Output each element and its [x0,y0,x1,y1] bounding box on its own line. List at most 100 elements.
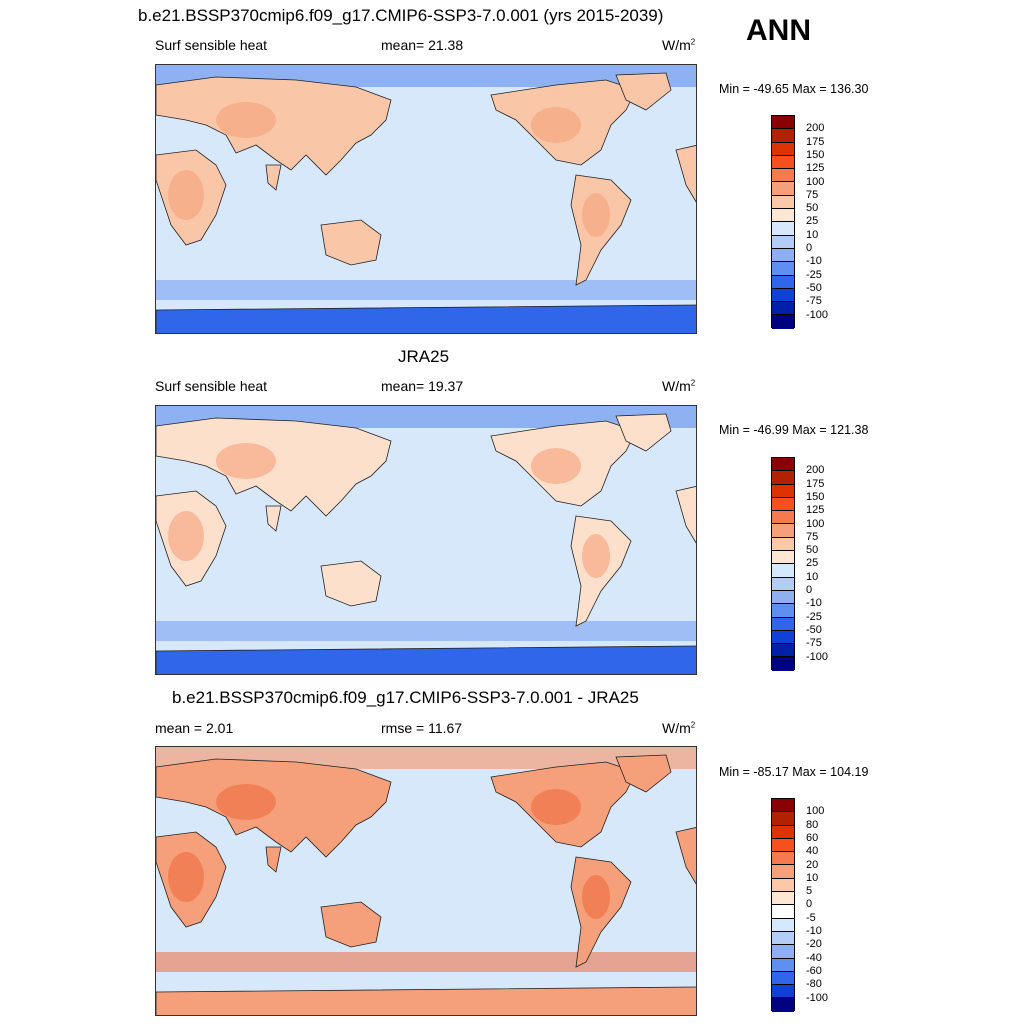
panel-2-minmax: Min = -46.99 Max = 121.38 [719,423,869,437]
colorbar-cell [772,644,794,658]
colorbar-tick-label: -40 [806,951,822,964]
colorbar-cell [772,657,794,671]
continent-land [265,164,282,191]
colorbar-cell [772,235,794,249]
colorbar-cell [772,604,794,618]
panel-1-map [155,64,697,334]
southern-ocean-band [156,280,696,300]
colorbar-tick-label: -10 [806,597,822,610]
colorbar-tick-label: 25 [806,557,819,570]
colorbar-cell [772,577,794,591]
panel-2-variable-label: Surf sensible heat [155,378,268,394]
antarctica-land [156,304,696,333]
panel-3-minmax: Min = -85.17 Max = 104.19 [719,765,869,779]
continent-land [675,827,696,885]
colorbar-tick-label: 175 [806,477,825,490]
panel-1-minmax: Min = -49.65 Max = 136.30 [719,82,869,96]
warm-anomaly-patch [216,784,276,820]
continent-land [320,560,382,607]
warm-anomaly-patch [531,448,581,484]
season-label: ANN [746,14,811,47]
colorbar-cell [772,878,794,893]
colorbar-cell [772,511,794,525]
warm-anomaly-patch [531,107,581,143]
colorbar-cell [772,945,794,959]
colorbar-tick-label: -100 [806,650,829,663]
colorbar-cell [772,971,794,986]
southern-ocean-band [156,621,696,641]
colorbar-tick-label: -20 [806,938,822,951]
panel-1-mean-label: mean= 21.38 [381,37,464,53]
colorbar-tick-label: 0 [806,898,813,911]
colorbar-cell [772,998,794,1012]
colorbar-tick-label: 5 [806,885,813,898]
warm-anomaly-patch [168,170,204,220]
colorbar-tick-label: -25 [806,610,822,623]
colorbar-tick-label: -10 [806,925,822,937]
colorbar-tick-label: 20 [806,858,819,871]
colorbar-tick-label: 10 [806,871,819,884]
colorbar-tick-label: 0 [806,242,813,254]
panel-3-title: b.e21.BSSP370cmip6.f09_g17.CMIP6-SSP3-7.… [172,688,639,707]
colorbar-cell [772,497,794,512]
warm-anomaly-patch [168,511,204,561]
colorbar-tick-label: 175 [806,135,825,148]
panel-2-mean-label: mean= 19.37 [381,378,464,394]
warm-anomaly-patch [216,443,276,479]
colorbar-tick-label: 50 [806,202,819,215]
colorbar-tick-label: 125 [806,504,825,517]
panel-1-units: W/m2 [662,37,696,53]
colorbar-tick-label: 60 [806,831,819,844]
colorbar-tick-label: 100 [806,517,825,530]
colorbar-tick-label: -25 [806,268,822,281]
panel-2-units: W/m2 [662,378,696,394]
panel-1-variable-label: Surf sensible heat [155,37,268,53]
colorbar-tick-label: 100 [806,175,825,188]
continent-land [675,486,696,544]
colorbar-cell [772,905,794,919]
colorbar-cell [772,169,794,183]
colorbar-cell [772,551,794,565]
colorbar-tick-label: 25 [806,215,819,228]
panel-3-units: W/m2 [662,720,696,736]
warm-anomaly-patch [216,102,276,138]
continent-land [265,505,282,532]
panel-2-map [155,405,697,675]
continent-land [265,846,282,873]
colorbar-tick-label: 125 [806,162,825,175]
colorbar-tick-label: 75 [806,188,819,201]
colorbar-cell [772,155,794,170]
warm-anomaly-patch [582,193,610,237]
warm-anomaly-patch [582,534,610,578]
colorbar-tick-label: -100 [806,308,829,321]
panel-1-colorbar [771,115,795,329]
antarctica-land [156,645,696,674]
colorbar-cell [772,630,794,645]
continent-land [615,754,672,793]
colorbar-tick-label: 10 [806,570,819,583]
colorbar-cell [772,812,794,826]
continent-land [320,219,382,266]
colorbar-tick-label: 100 [806,805,825,818]
colorbar-cell [772,288,794,303]
southern-ocean-band [156,952,696,972]
colorbar-tick-label: -5 [806,911,816,924]
continent-land [675,145,696,203]
colorbar-cell [772,838,794,853]
colorbar-tick-label: -80 [806,978,822,991]
colorbar-tick-label: -10 [806,255,822,268]
warm-anomaly-patch [531,789,581,825]
colorbar-cell [772,892,794,906]
panel-2-colorbar [771,457,795,671]
colorbar-tick-label: 200 [806,122,825,135]
colorbar-cell [772,129,794,143]
panel-3-map [155,746,697,1016]
colorbar-tick-label: 75 [806,530,819,543]
panel-3-mean-label: mean = 2.01 [155,720,234,736]
colorbar-cell [772,958,794,972]
colorbar-tick-label: -75 [806,295,822,308]
colorbar-tick-label: 150 [806,490,825,503]
colorbar-cell [772,471,794,485]
colorbar-cell [772,865,794,879]
colorbar-cell [772,142,794,156]
